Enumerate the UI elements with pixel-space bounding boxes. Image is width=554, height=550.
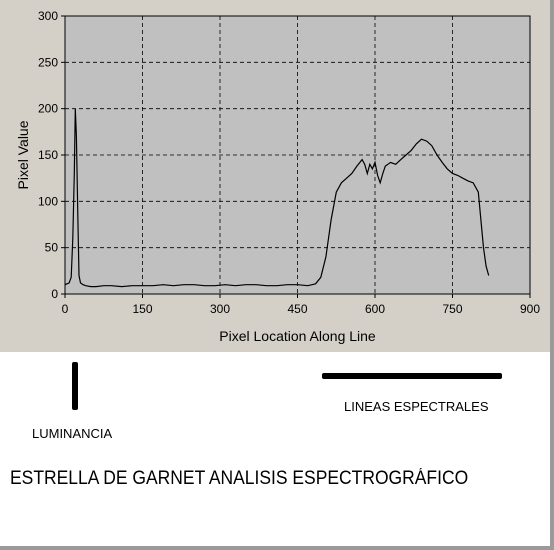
spectral-lines-marker <box>322 373 502 379</box>
y-tick-label: 300 <box>38 9 58 23</box>
spectral-lines-label: LINEAS ESPECTRALES <box>344 399 489 414</box>
x-tick-label: 600 <box>365 302 385 316</box>
y-tick-label: 150 <box>38 148 58 162</box>
luminance-marker <box>72 362 78 410</box>
chart-panel: 0 50 100 150 200 250 300 0 150 300 450 600 750 900 P… <box>0 0 550 352</box>
x-ticks: 0 150 300 450 600 750 900 <box>62 294 540 316</box>
grid <box>65 16 530 294</box>
x-tick-label: 0 <box>62 302 69 316</box>
figure-caption: ESTRELLA DE GARNET ANALISIS ESPECTROGRÁF… <box>10 468 469 489</box>
x-tick-label: 900 <box>520 302 540 316</box>
luminance-label: LUMINANCIA <box>32 426 113 441</box>
x-tick-label: 750 <box>442 302 462 316</box>
y-tick-label: 50 <box>45 241 59 255</box>
y-tick-label: 100 <box>38 194 58 208</box>
y-tick-label: 200 <box>38 102 58 116</box>
x-tick-label: 450 <box>287 302 307 316</box>
x-axis-label: Pixel Location Along Line <box>219 328 376 344</box>
y-ticks: 0 50 100 150 200 250 300 <box>38 9 65 301</box>
spectrum-chart: 0 50 100 150 200 250 300 0 150 300 450 600 750 900 P… <box>15 9 540 344</box>
y-tick-label: 0 <box>51 287 58 301</box>
x-tick-label: 150 <box>132 302 152 316</box>
y-axis-label: Pixel Value <box>15 120 31 189</box>
x-tick-label: 300 <box>210 302 230 316</box>
y-tick-label: 250 <box>38 55 58 69</box>
series-line <box>64 108 490 288</box>
